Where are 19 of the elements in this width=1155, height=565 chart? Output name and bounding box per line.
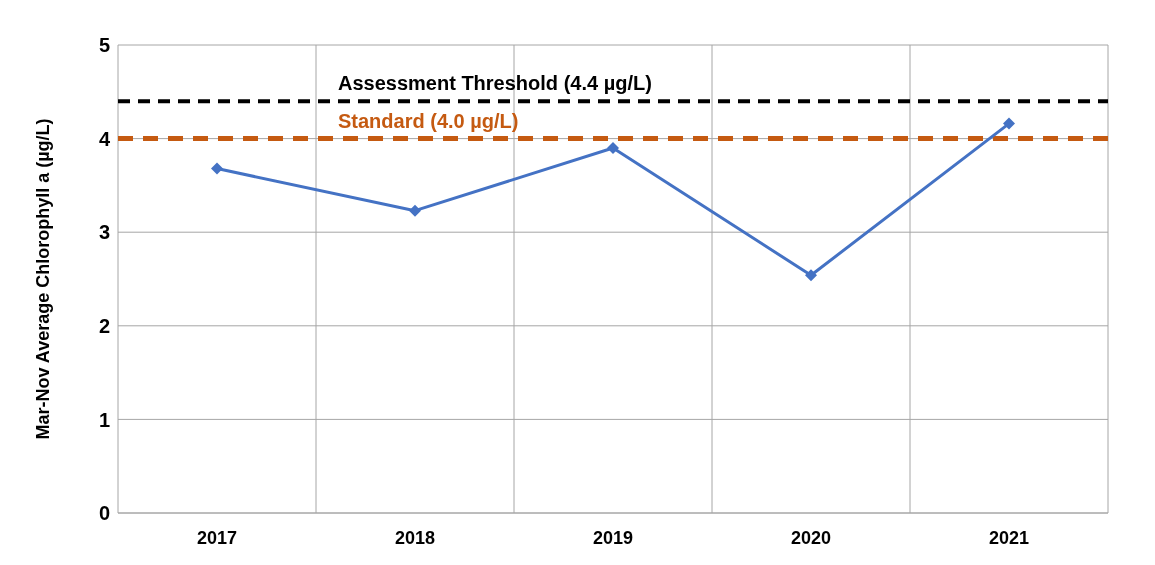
y-tick-label: 5 <box>98 34 110 57</box>
point <box>1003 117 1015 130</box>
y-tick-label: 2 <box>98 314 110 337</box>
y-axis-title: Mar-Nov Average Chlorophyll a (µg/L) <box>33 118 54 440</box>
x-tick-label: 2019 <box>592 527 634 548</box>
x-tick-label: 2018 <box>394 527 436 548</box>
point <box>409 204 421 217</box>
y-tick-label: 4 <box>98 127 111 150</box>
y-tick-label: 3 <box>98 221 110 244</box>
x-tick-label: 2020 <box>790 527 832 548</box>
y-tick-label: 0 <box>98 502 110 525</box>
ref-line-label: Standard (4.0 µg/L) <box>338 109 519 132</box>
point <box>211 162 223 175</box>
point <box>805 269 817 282</box>
ref-line-label: Assessment Threshold (4.4 µg/L) <box>338 72 652 95</box>
x-tick-label: 2021 <box>988 527 1030 548</box>
y-tick-label: 1 <box>98 408 110 431</box>
point <box>607 141 619 154</box>
x-tick-label: 2017 <box>196 527 238 548</box>
